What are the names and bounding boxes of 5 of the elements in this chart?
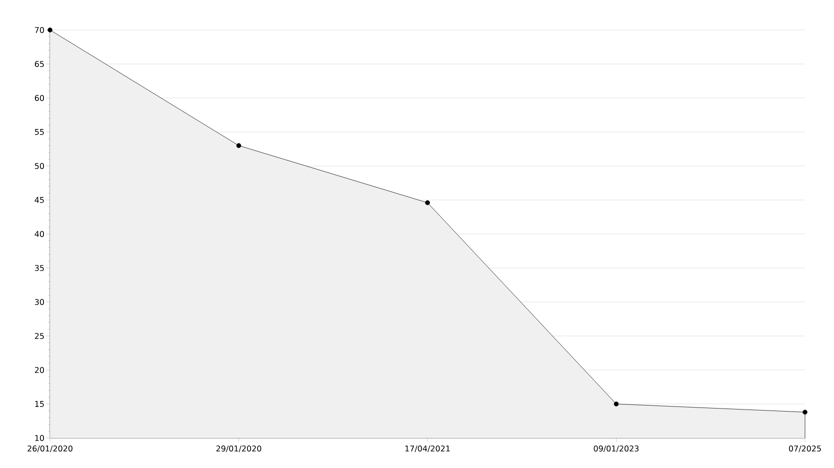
point — [236, 143, 242, 148]
point — [614, 402, 619, 406]
point — [48, 28, 52, 32]
point — [802, 410, 808, 415]
point — [425, 200, 430, 206]
